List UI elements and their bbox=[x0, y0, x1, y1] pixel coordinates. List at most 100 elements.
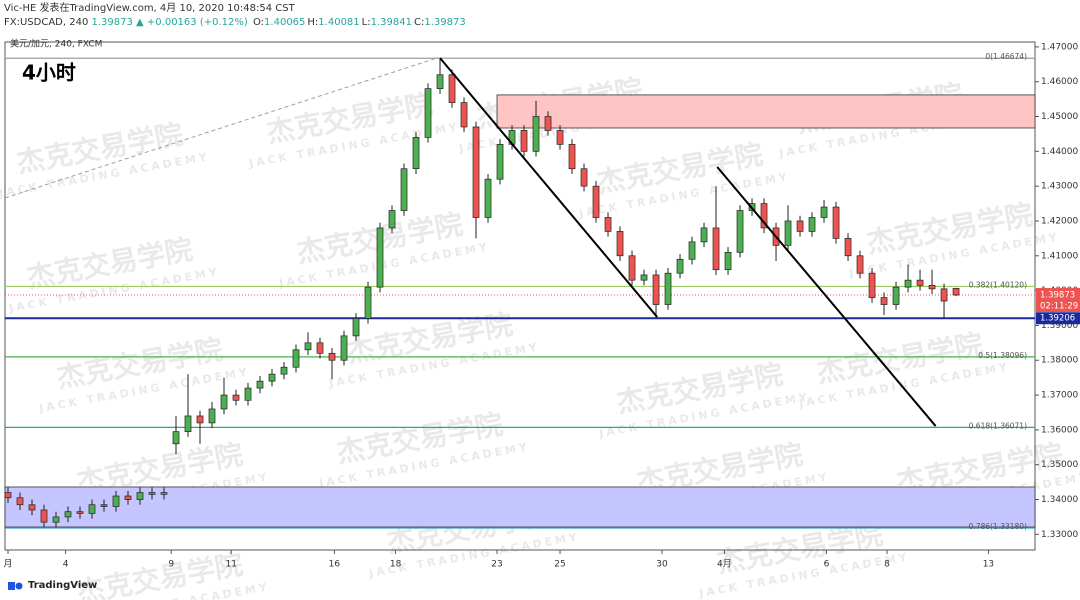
candle-body bbox=[412, 137, 420, 170]
countdown: 02:11:29 bbox=[1040, 302, 1078, 312]
publish-info: Vic-HE 发表在TradingView.com, 4月 10, 2020 1… bbox=[4, 3, 295, 14]
candle-body bbox=[952, 287, 960, 296]
candle-body bbox=[712, 227, 720, 271]
y-tick-label: 1.41000 bbox=[1041, 251, 1078, 261]
candle-body bbox=[460, 102, 468, 128]
y-tick-label: 1.35000 bbox=[1041, 460, 1078, 470]
candle-body bbox=[220, 394, 228, 410]
candle-body bbox=[16, 497, 24, 506]
x-tick-label: 23 bbox=[491, 560, 502, 570]
candle-body bbox=[328, 352, 336, 361]
candle-body bbox=[340, 335, 348, 361]
trendline bbox=[439, 57, 658, 318]
zone bbox=[4, 486, 1036, 528]
candle-body bbox=[484, 178, 492, 218]
candle-body bbox=[844, 238, 852, 257]
candle-body bbox=[244, 387, 252, 401]
symbol: FX:USDCAD, 240 bbox=[4, 17, 89, 28]
timeframe-label: 4小时 bbox=[22, 61, 76, 85]
candle-body bbox=[940, 288, 948, 302]
candle-body bbox=[520, 130, 528, 152]
candle-body bbox=[88, 504, 96, 514]
y-tick-label: 1.37000 bbox=[1041, 391, 1078, 401]
candle-body bbox=[268, 373, 276, 382]
last-price-tag-label: 1.39873 bbox=[1040, 291, 1075, 301]
x-tick-label: 8 bbox=[884, 560, 890, 570]
candle-body bbox=[148, 492, 156, 495]
candle-body bbox=[400, 168, 408, 211]
candle-body bbox=[700, 227, 708, 243]
candle-body bbox=[256, 380, 264, 389]
candle-body bbox=[856, 255, 864, 274]
candle-body bbox=[316, 342, 324, 354]
ohlc-label: L: bbox=[361, 17, 371, 28]
fib-label: 0.786(1.33180) bbox=[969, 522, 1027, 531]
ohlc-value: 1.40065 bbox=[264, 17, 306, 28]
y-tick-label: 1.36000 bbox=[1041, 425, 1078, 435]
x-tick-label: 25 bbox=[554, 560, 565, 570]
symbol-line: FX:USDCAD, 240 1.39873 ▲ +0.00163 (+0.12… bbox=[4, 16, 466, 30]
ohlc-value: 1.39841 bbox=[370, 17, 412, 28]
candle-body bbox=[688, 241, 696, 260]
candle-body bbox=[4, 492, 12, 499]
candle-body bbox=[784, 220, 792, 246]
candle-body bbox=[568, 144, 576, 170]
y-tick-label: 1.44000 bbox=[1041, 147, 1078, 157]
candle-body bbox=[736, 210, 744, 253]
x-tick-label: 11 bbox=[225, 560, 236, 570]
x-tick-label: 13 bbox=[983, 560, 994, 570]
candle-body bbox=[544, 116, 552, 131]
candle-body bbox=[892, 286, 900, 305]
y-tick-label: 1.47000 bbox=[1041, 42, 1078, 52]
zone bbox=[496, 94, 1036, 129]
x-tick-label: 30 bbox=[656, 560, 668, 570]
trendline bbox=[4, 57, 438, 199]
candle-body bbox=[916, 279, 924, 286]
candle-body bbox=[376, 227, 384, 288]
change: ▲ +0.00163 (+0.12%) bbox=[136, 17, 248, 28]
candle-body bbox=[880, 297, 888, 305]
candle-body bbox=[160, 492, 168, 495]
candle-body bbox=[40, 509, 48, 523]
y-tick-label: 1.38000 bbox=[1041, 356, 1078, 366]
support-tag bbox=[1036, 312, 1080, 325]
candle-body bbox=[76, 511, 84, 514]
candle-body bbox=[760, 203, 768, 229]
ohlc-label: H: bbox=[307, 17, 319, 28]
candle-body bbox=[604, 217, 612, 232]
candle-body bbox=[280, 366, 288, 375]
candle-body bbox=[928, 285, 936, 290]
candle-body bbox=[628, 255, 636, 281]
candle-body bbox=[448, 74, 456, 103]
candle-body bbox=[112, 495, 120, 507]
candle-body bbox=[172, 431, 180, 445]
candle-body bbox=[556, 130, 564, 145]
x-tick-label: 16 bbox=[329, 560, 341, 570]
candle-body bbox=[472, 126, 480, 218]
candle-body bbox=[52, 516, 60, 523]
trendline bbox=[716, 166, 937, 427]
y-tick-label: 1.34000 bbox=[1041, 495, 1078, 505]
candle-body bbox=[532, 116, 540, 152]
ohlc-value: 1.39873 bbox=[424, 17, 466, 28]
ohlc-label: C: bbox=[413, 17, 425, 28]
candle-body bbox=[124, 495, 132, 500]
candle-body bbox=[796, 220, 804, 232]
x-tick-label: 月 bbox=[3, 559, 12, 570]
fib-label: 0.382(1.40120) bbox=[969, 280, 1027, 289]
ohlc: O:1.40065 H:1.40081 L:1.39841 C:1.39873 bbox=[251, 17, 466, 28]
candle-body bbox=[184, 415, 192, 432]
candle-body bbox=[676, 258, 684, 274]
fib-label: 0.618(1.36071) bbox=[969, 421, 1027, 430]
footer: TradingView bbox=[8, 580, 97, 591]
candle-body bbox=[292, 349, 300, 368]
x-tick-label: 18 bbox=[390, 560, 402, 570]
last-price-tag bbox=[1036, 288, 1080, 313]
candle-body bbox=[352, 318, 360, 337]
last-price: 1.39873 bbox=[91, 17, 133, 28]
candle-body bbox=[424, 88, 432, 138]
candle-body bbox=[64, 511, 72, 518]
candle-body bbox=[232, 394, 240, 401]
y-tick-label: 1.33000 bbox=[1041, 530, 1078, 540]
candle-body bbox=[724, 251, 732, 271]
